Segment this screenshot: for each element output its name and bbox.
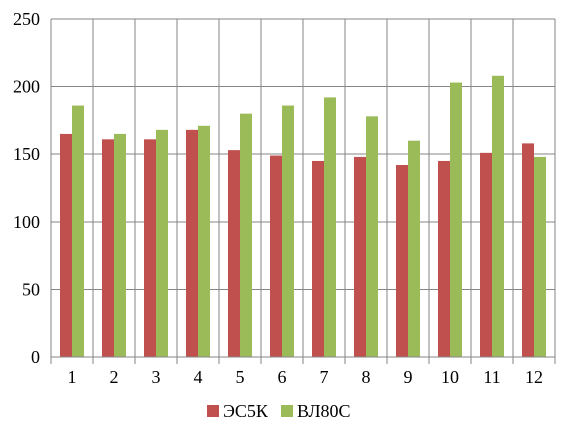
y-tick-label: 150	[13, 144, 40, 164]
x-tick-label: 9	[404, 367, 413, 387]
bar-es5k	[60, 133, 72, 357]
bar-vl80s	[72, 105, 84, 357]
bar-es5k	[186, 129, 198, 357]
bar-vl80s	[240, 113, 252, 357]
bar-vl80s	[366, 116, 378, 358]
bar-es5k	[228, 150, 240, 357]
bar-vl80s	[492, 75, 504, 357]
x-tick-label: 10	[441, 367, 459, 387]
bar-es5k	[102, 139, 114, 357]
bar-es5k	[396, 165, 408, 357]
legend-label-es5k: ЭС5К	[223, 401, 269, 421]
bar-vl80s	[282, 105, 294, 357]
bar-vl80s	[450, 82, 462, 357]
bar-es5k	[312, 160, 324, 357]
legend-swatch-es5k	[207, 405, 219, 417]
bar-vl80s	[324, 97, 336, 357]
bar-es5k	[270, 155, 282, 357]
bar-es5k	[354, 156, 366, 357]
legend-label-vl80s: ВЛ80С	[297, 401, 351, 421]
y-tick-label: 100	[13, 212, 40, 232]
y-tick-label: 50	[22, 279, 40, 299]
y-tick-label: 200	[13, 77, 40, 97]
legend: ЭС5К ВЛ80С	[207, 401, 351, 421]
y-tick-label: 0	[31, 347, 40, 367]
x-tick-label: 3	[152, 367, 161, 387]
bar-vl80s	[408, 140, 420, 357]
x-tick-label: 1	[68, 367, 77, 387]
x-tick-label: 8	[362, 367, 371, 387]
bar-es5k	[144, 139, 156, 357]
x-tick-label: 2	[110, 367, 119, 387]
bar-es5k	[480, 152, 492, 357]
bar-vl80s	[534, 156, 546, 357]
x-tick-label: 12	[525, 367, 543, 387]
bar-vl80s	[114, 133, 126, 357]
x-tick-label: 7	[320, 367, 329, 387]
bar-es5k	[522, 143, 534, 357]
bar-vl80s	[198, 125, 210, 357]
x-tick-label: 5	[236, 367, 245, 387]
legend-swatch-vl80s	[281, 405, 293, 417]
gridlines	[50, 18, 556, 364]
x-tick-label: 11	[483, 367, 500, 387]
bar-es5k	[438, 160, 450, 357]
bars	[60, 75, 546, 358]
x-tick-label: 4	[194, 367, 203, 387]
bar-vl80s	[156, 129, 168, 357]
y-tick-label: 250	[13, 9, 40, 29]
x-tick-label: 6	[278, 367, 287, 387]
